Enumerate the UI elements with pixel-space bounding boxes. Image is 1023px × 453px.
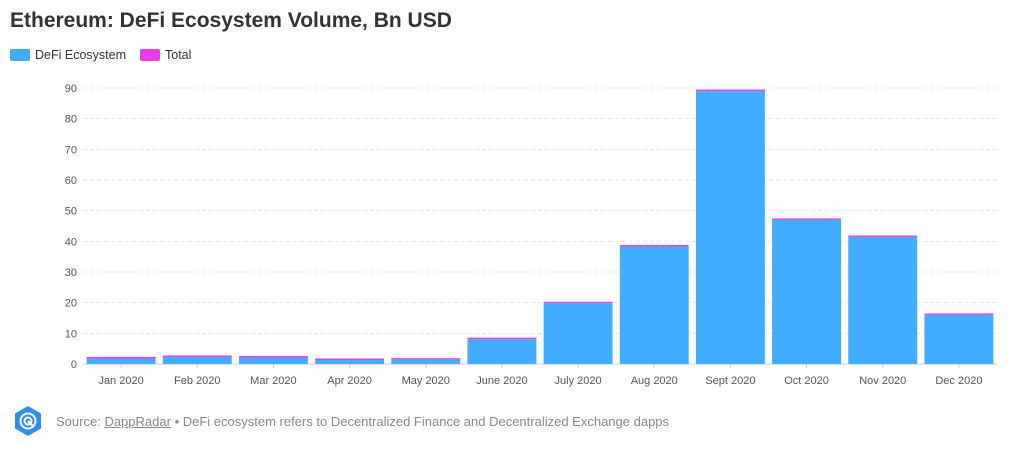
legend-item-total[interactable]: Total bbox=[140, 48, 191, 62]
bar-total bbox=[238, 356, 308, 358]
x-tick-label: July 2020 bbox=[555, 375, 602, 387]
y-tick-label: 90 bbox=[65, 83, 77, 95]
bar-defi-ecosystem bbox=[924, 314, 994, 364]
bar-total bbox=[315, 358, 385, 361]
bar-total bbox=[162, 355, 232, 357]
y-tick-label: 70 bbox=[65, 144, 77, 156]
x-tick-label: Aug 2020 bbox=[631, 375, 678, 387]
bar-total bbox=[619, 245, 689, 247]
bar-total bbox=[848, 235, 918, 238]
x-tick-label: Nov 2020 bbox=[859, 375, 906, 387]
chart-title: Ethereum: DeFi Ecosystem Volume, Bn USD bbox=[10, 9, 452, 32]
footer-note: • DeFi ecosystem refers to Decentralized… bbox=[174, 413, 670, 429]
bar-defi-ecosystem bbox=[162, 356, 232, 364]
bar-defi-ecosystem bbox=[543, 303, 613, 364]
bar-total bbox=[924, 313, 994, 315]
y-tick-label: 60 bbox=[65, 175, 77, 187]
bar-defi-ecosystem bbox=[238, 357, 308, 364]
bar-defi-ecosystem bbox=[86, 358, 156, 364]
bar-total bbox=[695, 89, 765, 92]
y-tick-label: 10 bbox=[65, 328, 77, 340]
bar-total bbox=[772, 218, 842, 220]
chart-legend: DeFi Ecosystem Total bbox=[10, 48, 205, 62]
bar-defi-ecosystem bbox=[848, 237, 918, 364]
x-tick-label: Apr 2020 bbox=[327, 375, 372, 387]
x-tick-label: Feb 2020 bbox=[174, 375, 220, 387]
source-label: Source: bbox=[56, 413, 101, 429]
dappradar-logo-icon bbox=[15, 406, 41, 436]
x-tick-label: June 2020 bbox=[476, 375, 527, 387]
x-tick-label: Sept 2020 bbox=[705, 375, 755, 387]
legend-label-total: Total bbox=[165, 48, 192, 62]
bar-defi-ecosystem bbox=[695, 91, 765, 365]
x-tick-label: Mar 2020 bbox=[250, 375, 296, 387]
bar-total bbox=[391, 358, 461, 360]
bar-total bbox=[543, 301, 613, 304]
legend-label-defi-ecosystem: DeFi Ecosystem bbox=[35, 48, 126, 62]
bar-total bbox=[86, 356, 156, 359]
bar-defi-ecosystem bbox=[772, 219, 842, 364]
bar-chart: 0 10 20 30 40 50 60 70 80 90 Jan 2020 Feb 2020 Mar 2… bbox=[65, 83, 997, 387]
y-tick-label: 80 bbox=[65, 114, 77, 126]
chart-footer: Source: DappRadar • DeFi ecosystem refer… bbox=[12, 405, 669, 437]
legend-swatch-total bbox=[140, 49, 160, 61]
x-tick-label: May 2020 bbox=[402, 375, 450, 387]
bar-total bbox=[467, 337, 537, 340]
y-tick-label: 30 bbox=[65, 267, 77, 279]
bar-defi-ecosystem bbox=[315, 360, 385, 364]
x-tick-label: Oct 2020 bbox=[784, 375, 829, 387]
bar-defi-ecosystem bbox=[467, 339, 537, 364]
y-tick-label: 20 bbox=[65, 298, 77, 310]
x-tick-label: Dec 2020 bbox=[935, 375, 982, 387]
y-tick-label: 0 bbox=[71, 359, 77, 371]
y-tick-label: 40 bbox=[65, 236, 77, 248]
bar-defi-ecosystem bbox=[619, 246, 689, 364]
legend-item-defi-ecosystem[interactable]: DeFi Ecosystem bbox=[10, 48, 126, 62]
y-tick-label: 50 bbox=[65, 206, 77, 218]
legend-swatch-defi-ecosystem bbox=[10, 49, 30, 61]
x-tick-label: Jan 2020 bbox=[98, 375, 143, 387]
bar-defi-ecosystem bbox=[391, 359, 461, 364]
source-link[interactable]: DappRadar bbox=[104, 413, 171, 429]
